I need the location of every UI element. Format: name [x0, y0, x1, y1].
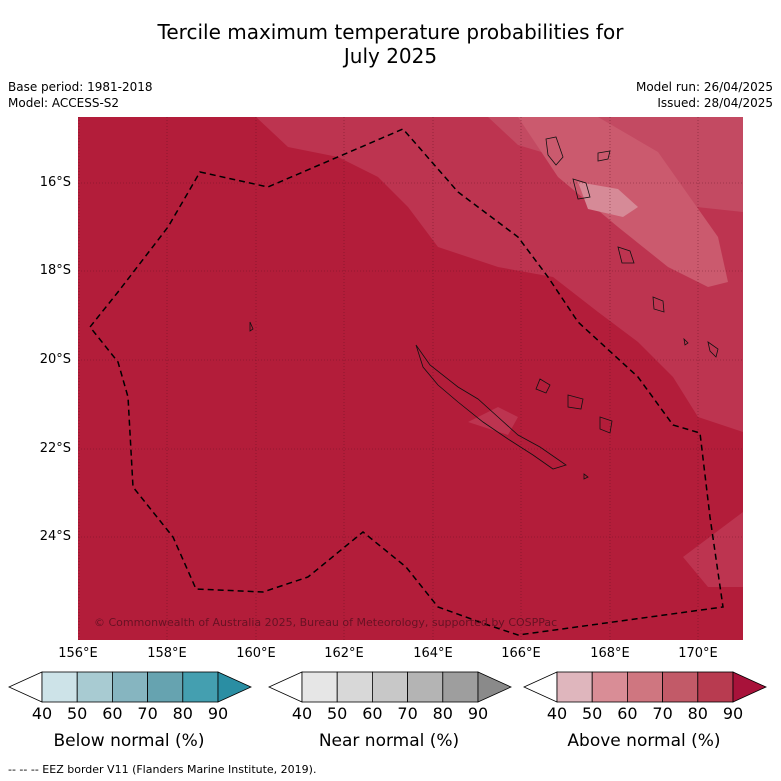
x-tick-156e: 156°E [58, 646, 98, 661]
y-tick-18s: 18°S [39, 263, 71, 278]
eez-footnote: -- -- -- EEZ border V11 (Flanders Marine… [8, 763, 317, 776]
colorbar-tick-label: 70 [652, 704, 673, 723]
colorbar-segment [662, 671, 699, 703]
colorbar-segment [372, 671, 409, 703]
colorbar-segment [76, 671, 113, 703]
colorbar-tick-label: 60 [102, 704, 123, 723]
colorbar-extend-low [8, 671, 43, 703]
colorbar-segment [697, 671, 734, 703]
chart-title-line2: July 2025 [343, 44, 438, 68]
colorbar-extend-high [732, 671, 767, 703]
y-tick-24s: 24°S [39, 529, 71, 544]
colorbar-title-below: Below normal (%) [53, 731, 205, 751]
colorbar-tick-label: 80 [432, 704, 453, 723]
colorbar-segment [112, 671, 149, 703]
colorbar-tick-label: 40 [546, 704, 568, 723]
x-tick-160e: 160°E [236, 646, 276, 661]
colorbar-tick-label: 80 [172, 704, 193, 723]
x-tick-168e: 168°E [590, 646, 630, 661]
base-period: Base period: 1981-2018 [8, 80, 153, 94]
colorbar-extend-low [268, 671, 303, 703]
x-tick-158e: 158°E [147, 646, 187, 661]
colorbar-tick-label: 90 [207, 704, 229, 723]
x-tick-170e: 170°E [678, 646, 718, 661]
colorbar-tick-label: 40 [31, 704, 53, 723]
vanuatu-7 [707, 341, 719, 358]
colorbar-near-normal [268, 671, 512, 703]
chart-title-line1: Tercile maximum temperature probabilitie… [157, 20, 624, 44]
colorbar-segment [147, 671, 184, 703]
model-name: Model: ACCESS-S2 [8, 96, 120, 110]
issued-date: Issued: 28/04/2025 [657, 96, 773, 110]
colorbar-segment [591, 671, 628, 703]
colorbar-above-normal [523, 671, 767, 703]
y-tick-20s: 20°S [39, 352, 71, 367]
colorbar-segment [182, 671, 219, 703]
colorbar-segment [442, 671, 479, 703]
colorbar-below-normal [8, 671, 252, 703]
zone-lightest-patch [578, 182, 638, 217]
vanuatu-2 [572, 178, 591, 200]
vanuatu-1 [545, 136, 564, 166]
loyalty-islands [535, 378, 551, 394]
x-tick-166e: 166°E [501, 646, 541, 661]
x-tick-164e: 164°E [413, 646, 453, 661]
colorbar-tick-label: 60 [362, 704, 383, 723]
colorbar-extend-high [217, 671, 252, 703]
colorbar-segment [627, 671, 664, 703]
x-tick-162e: 162°E [324, 646, 364, 661]
colorbar-tick-label: 50 [67, 704, 88, 723]
colorbar-segment [556, 671, 593, 703]
colorbar-tick-label: 70 [397, 704, 418, 723]
colorbar-tick-label: 80 [687, 704, 708, 723]
vanuatu-3 [597, 150, 611, 162]
model-run: Model run: 26/04/2025 [635, 80, 773, 94]
zone-light-southeast [683, 512, 743, 587]
vanuatu-6 [683, 337, 689, 346]
probability-map: © Commonwealth of Australia 2025, Bureau… [78, 117, 743, 640]
colorbar-tick-label: 70 [137, 704, 158, 723]
vanuatu-5 [652, 296, 665, 313]
colorbar-tick-label: 90 [467, 704, 489, 723]
colorbar-segment [407, 671, 444, 703]
colorbar-tick-label: 50 [327, 704, 348, 723]
colorbar-segment [301, 671, 338, 703]
eez-border [89, 128, 724, 636]
colorbar-segment [41, 671, 78, 703]
new-caledonia [415, 344, 567, 470]
vanuatu-4 [617, 246, 635, 264]
colorbar-tick-label: 60 [617, 704, 638, 723]
chesterfield [249, 321, 254, 332]
y-tick-22s: 22°S [39, 441, 71, 456]
colorbar-tick-label: 90 [722, 704, 744, 723]
y-tick-16s: 16°S [39, 175, 71, 190]
colorbar-tick-label: 50 [582, 704, 603, 723]
colorbar-title-near: Near normal (%) [318, 731, 460, 751]
colorbar-extend-high [477, 671, 512, 703]
zone-light-newcal [468, 407, 518, 435]
loyalty-islands-2 [567, 394, 584, 410]
colorbar-extend-low [523, 671, 558, 703]
colorbar-segment [336, 671, 373, 703]
copyright-notice: © Commonwealth of Australia 2025, Bureau… [94, 616, 557, 629]
islet-south [583, 473, 589, 480]
loyalty-islands-3 [599, 416, 613, 434]
colorbar-tick-label: 40 [291, 704, 313, 723]
colorbar-title-above: Above normal (%) [567, 731, 721, 751]
